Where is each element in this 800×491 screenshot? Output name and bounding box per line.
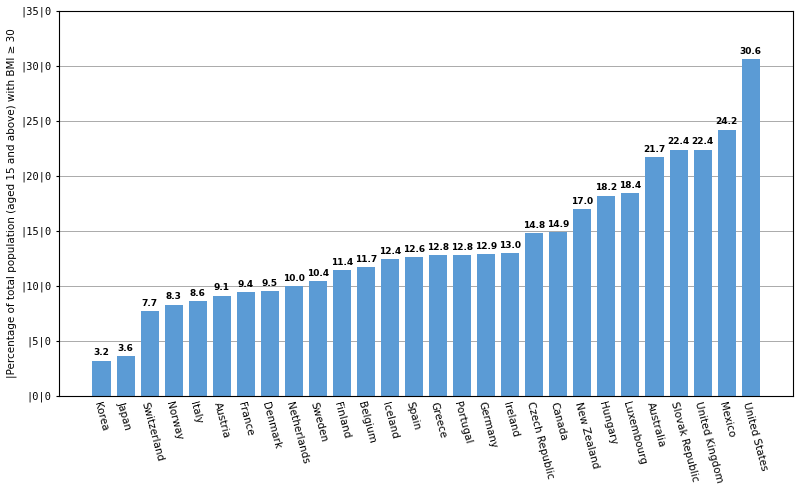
Text: 11.4: 11.4 — [331, 258, 353, 267]
Bar — [285, 286, 303, 396]
Bar — [429, 255, 447, 396]
Bar — [502, 253, 519, 396]
Text: 12.8: 12.8 — [427, 243, 449, 252]
Bar — [405, 257, 423, 396]
Text: 10.0: 10.0 — [283, 273, 305, 282]
Bar — [357, 267, 375, 396]
Bar — [453, 255, 471, 396]
Bar — [574, 209, 591, 396]
Text: 7.7: 7.7 — [142, 299, 158, 308]
Bar — [718, 130, 736, 396]
Text: 18.2: 18.2 — [595, 184, 618, 192]
Bar — [670, 149, 687, 396]
Bar — [646, 157, 663, 396]
Bar — [622, 193, 639, 396]
Bar — [742, 59, 760, 396]
Text: 9.1: 9.1 — [214, 283, 230, 293]
Text: 22.4: 22.4 — [691, 137, 714, 146]
Bar — [598, 196, 615, 396]
Bar — [261, 291, 279, 396]
Bar — [165, 304, 182, 396]
Text: 10.4: 10.4 — [307, 269, 329, 278]
Bar — [213, 296, 230, 396]
Bar — [694, 149, 712, 396]
Text: 22.4: 22.4 — [667, 137, 690, 146]
Bar — [309, 281, 327, 396]
Text: 9.4: 9.4 — [238, 280, 254, 289]
Text: 24.2: 24.2 — [715, 117, 738, 126]
Text: 30.6: 30.6 — [740, 47, 762, 56]
Text: 3.2: 3.2 — [94, 348, 110, 357]
Bar — [117, 356, 134, 396]
Text: 12.4: 12.4 — [379, 247, 401, 256]
Text: 12.9: 12.9 — [475, 242, 498, 251]
Bar — [237, 293, 254, 396]
Bar — [333, 271, 351, 396]
Bar — [526, 233, 543, 396]
Text: 13.0: 13.0 — [499, 241, 522, 249]
Text: 12.6: 12.6 — [403, 245, 425, 254]
Bar — [93, 361, 110, 396]
Bar — [477, 254, 495, 396]
Text: 18.4: 18.4 — [619, 181, 642, 190]
Y-axis label: |Percentage of total population (aged 15 and above) with BMI ≥ 30: |Percentage of total population (aged 15… — [7, 28, 18, 378]
Text: 8.3: 8.3 — [166, 292, 182, 301]
Text: 14.8: 14.8 — [523, 221, 546, 230]
Bar — [141, 311, 158, 396]
Bar — [550, 232, 567, 396]
Text: 21.7: 21.7 — [643, 145, 666, 154]
Text: 14.9: 14.9 — [547, 219, 570, 229]
Text: 17.0: 17.0 — [571, 196, 594, 206]
Text: 3.6: 3.6 — [118, 344, 134, 353]
Text: 11.7: 11.7 — [355, 255, 377, 264]
Text: 8.6: 8.6 — [190, 289, 206, 298]
Bar — [189, 301, 206, 396]
Text: 12.8: 12.8 — [451, 243, 474, 252]
Text: 9.5: 9.5 — [262, 279, 278, 288]
Bar — [381, 259, 399, 396]
